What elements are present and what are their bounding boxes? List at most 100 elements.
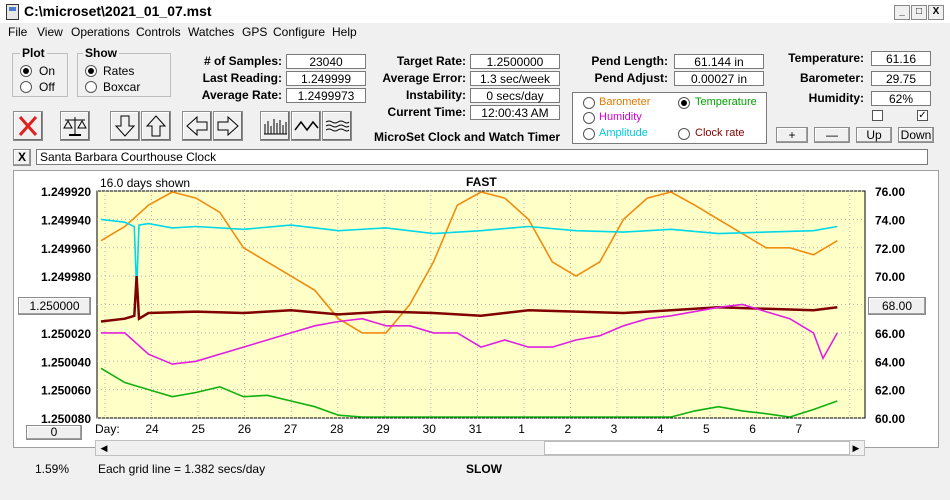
menu-controls[interactable]: Controls [136,25,181,39]
average-rate-label: Average Rate: [201,88,282,102]
arrow-right-button[interactable] [213,111,243,141]
x-tick-label: 1 [518,422,525,436]
plot-group-title: Plot [20,46,47,60]
scroll-left-icon[interactable]: ◀ [100,443,108,453]
show-rates-radio[interactable] [85,65,97,77]
histogram-button[interactable] [260,111,290,141]
wave-icon [294,120,319,132]
arrow-left-icon [186,115,208,137]
left-center-button[interactable]: 1.250000 [18,297,91,315]
plot-off-label: Off [39,80,55,94]
x-tick-label: 25 [192,422,206,436]
amplitude-option: Amplitude [599,127,648,139]
scale-button[interactable] [60,111,90,141]
close-button[interactable]: X [928,5,944,20]
temperature-radio[interactable] [678,97,690,109]
plot-off-radio[interactable] [20,81,32,93]
y-left-tick-label: 1.250020 [41,327,91,341]
plot-on-radio[interactable] [20,65,32,77]
y-left-tick-label: 1.249980 [41,270,91,284]
up-button[interactable]: Up [856,127,892,143]
series-line [100,191,838,334]
menu-configure[interactable]: Configure [273,25,326,39]
menu-operations[interactable]: Operations [71,25,130,39]
pend-adjust-value: 0.00027 in [674,71,764,86]
x-tick-label: 4 [657,422,664,436]
humidity-option: Humidity [599,111,642,123]
down-button[interactable]: Down [898,127,934,143]
temperature-option: Temperature [695,96,757,108]
current-time-value: 12:00:43 AM [470,105,560,120]
last-reading-value: 1.249999 [286,71,366,86]
arrow-up-button[interactable] [141,111,171,141]
menu-view[interactable]: View [37,25,63,39]
barometer-radio[interactable] [583,97,595,109]
x-tick-label: 31 [469,422,483,436]
average-rate-value: 1.2499973 [286,88,366,103]
instability-value: 0 secs/day [470,88,560,103]
show-boxcar-radio[interactable] [85,81,97,93]
arrow-up-icon [145,115,167,137]
chart-scrollbar[interactable]: ◀ ▶ [95,440,865,456]
window-title: C:\microset\2021_01_07.mst [24,3,212,19]
show-group-title: Show [83,46,119,60]
temperature-value: 61.16 [871,51,931,66]
x-axis-prefix: Day: [95,422,120,436]
humidity-label: Humidity: [808,91,864,105]
menu-file[interactable]: File [8,25,28,39]
x-tick-label: 26 [238,422,252,436]
series-line [100,276,838,323]
fast-label: FAST [466,175,497,189]
clock-name-field[interactable]: Santa Barbara Courthouse Clock [36,149,928,165]
option-checkbox-1[interactable] [872,110,883,121]
temperature-label: Temperature: [788,51,864,65]
right-center-button[interactable]: 68.00 [868,297,926,315]
series-line [101,303,838,365]
x-tick-label: 5 [703,422,710,436]
menu-help[interactable]: Help [332,25,357,39]
y-left-tick-label: 1.250040 [41,355,91,369]
x-tick-label: 6 [749,422,756,436]
series-line [100,218,838,291]
x-tick-label: 2 [564,422,571,436]
target-rate-label: Target Rate: [396,54,466,68]
scale-icon [63,117,87,136]
pend-adjust-label: Pend Adjust: [594,71,668,85]
stop-button[interactable] [13,111,43,141]
bottom-left-button[interactable]: 0 [26,425,82,440]
days-shown-label: 16.0 days shown [100,176,191,190]
x-tick-label: 27 [284,422,298,436]
last-reading-label: Last Reading: [202,71,282,85]
smooth-wave-icon [325,120,350,132]
humidity-value: 62% [871,91,931,106]
menu-gps[interactable]: GPS [242,25,268,39]
y-right-tick-label: 76.00 [875,185,905,199]
stop-icon [18,116,38,136]
option-checkbox-2[interactable]: ✓ [917,110,928,121]
barometer-label: Barometer: [799,71,864,85]
arrow-down-icon [114,115,136,137]
scroll-right-icon[interactable]: ▶ [852,443,860,453]
amplitude-radio[interactable] [583,128,595,140]
clear-name-button[interactable]: X [13,149,31,166]
scroll-thumb[interactable] [544,441,850,455]
maximize-button[interactable]: □ [911,5,927,20]
y-right-tick-label: 74.00 [875,213,905,227]
plus-button[interactable]: + [776,127,808,143]
sensor-select-box: Barometer Temperature Humidity Amplitude… [572,92,767,144]
arrow-down-button[interactable] [110,111,140,141]
clock-rate-radio[interactable] [678,128,690,140]
y-right-tick-label: 62.00 [875,384,905,398]
minimize-button[interactable]: _ [894,5,910,20]
arrow-left-button[interactable] [182,111,212,141]
wave-button[interactable] [291,111,321,141]
x-tick-label: 29 [376,422,390,436]
menu-watches[interactable]: Watches [188,25,235,39]
humidity-radio[interactable] [583,112,595,124]
plot-on-label: On [39,64,56,78]
clock-rate-option: Clock rate [695,127,745,139]
minus-button[interactable]: — [814,127,850,143]
smooth-wave-button[interactable] [322,111,352,141]
pend-length-value: 61.144 in [674,54,764,69]
show-boxcar-label: Boxcar [103,80,141,94]
